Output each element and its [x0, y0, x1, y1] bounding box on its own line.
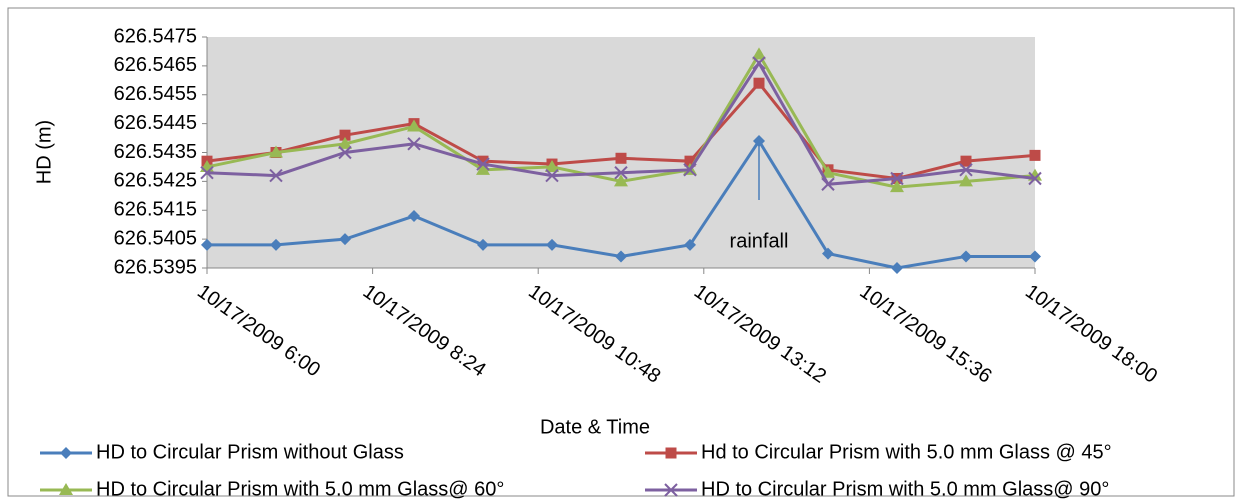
marker [891, 262, 903, 274]
y-tick-label: 626.5455 [114, 83, 197, 105]
y-tick-label: 626.5425 [114, 170, 197, 192]
y-axis-title: HD (m) [33, 120, 55, 184]
legend-item: HD to Circular Prism with 5.0 mm Glass@ … [40, 478, 504, 500]
marker [477, 155, 489, 167]
marker [959, 163, 973, 177]
legend-label: HD to Circular Prism without Glass [96, 441, 404, 463]
marker [665, 447, 677, 459]
marker [476, 157, 490, 171]
marker [477, 238, 489, 251]
marker [270, 238, 282, 251]
legend-item: HD to Circular Prism with 5.0 mm Glass@ … [645, 478, 1109, 500]
legend-item: HD to Circular Prism without Glass [40, 441, 404, 463]
marker [545, 159, 559, 172]
marker [752, 47, 766, 60]
marker [1029, 149, 1041, 161]
marker [822, 247, 834, 260]
marker [200, 166, 214, 180]
marker [684, 155, 696, 167]
plot-area [207, 37, 1035, 268]
marker [59, 483, 73, 495]
legend-label: HD to Circular Prism with 5.0 mm Glass@ … [701, 478, 1109, 500]
marker [890, 180, 904, 193]
marker [615, 152, 627, 164]
marker [339, 233, 351, 246]
y-tick-label: 626.5395 [114, 256, 197, 278]
marker [753, 77, 765, 89]
marker [960, 155, 972, 167]
marker [408, 210, 420, 223]
marker [546, 238, 558, 251]
y-tick-label: 626.5465 [114, 54, 197, 76]
marker [683, 163, 697, 177]
marker [269, 168, 283, 183]
marker [339, 129, 351, 141]
marker [1028, 171, 1042, 186]
marker [752, 56, 766, 70]
marker [821, 165, 835, 178]
marker [201, 238, 213, 251]
marker [338, 136, 352, 149]
legend-label: Hd to Circular Prism with 5.0 mm Glass @… [701, 441, 1112, 463]
x-axis-title: Date & Time [540, 416, 650, 438]
marker [60, 447, 72, 459]
legend-label: HD to Circular Prism with 5.0 mm Glass@ … [96, 478, 504, 500]
marker [614, 166, 628, 180]
y-tick-label: 626.5445 [114, 112, 197, 134]
marker [753, 134, 765, 147]
y-tick-label: 626.5405 [114, 227, 197, 249]
marker [269, 145, 283, 158]
marker [960, 250, 972, 263]
marker [615, 250, 627, 263]
legend-item: Hd to Circular Prism with 5.0 mm Glass @… [645, 441, 1112, 463]
y-tick-label: 626.5435 [114, 141, 197, 163]
marker [338, 145, 352, 160]
marker [1029, 250, 1041, 263]
y-tick-label: 626.5415 [114, 199, 197, 221]
marker [664, 483, 678, 497]
marker [959, 174, 973, 187]
marker [684, 238, 696, 251]
marker [545, 168, 559, 183]
marker [476, 162, 490, 175]
marker [407, 137, 421, 151]
marker [821, 177, 835, 191]
annotation: rainfall [730, 230, 789, 252]
marker [890, 171, 904, 186]
y-tick-label: 626.5475 [114, 25, 197, 47]
marker [614, 174, 628, 187]
marker [407, 119, 421, 132]
